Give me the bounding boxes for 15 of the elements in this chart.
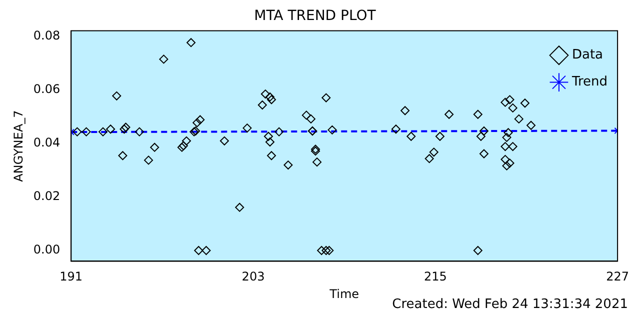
x-tick-label: 215 — [424, 270, 447, 284]
chart-title: MTA TREND PLOT — [254, 8, 376, 24]
y-tick-label: 0.08 — [33, 28, 60, 42]
x-tick-label: 203 — [242, 270, 265, 284]
y-tick-label: 0.00 — [33, 242, 60, 257]
x-tick-label: 191 — [60, 270, 83, 284]
y-axis-title: ANGYNEA_7 — [11, 110, 26, 182]
text: Created: Wed Feb 24 13:31:34 2021 — [392, 296, 628, 312]
x-tick-label: 227 — [606, 270, 629, 284]
x-axis-title: Time — [328, 286, 360, 301]
y-tick-label: 0.04 — [33, 135, 60, 150]
legend-label: Data — [572, 48, 604, 63]
y-tick-label: 0.02 — [33, 189, 60, 204]
y-tick-label: 0.06 — [33, 82, 60, 96]
legend-label: Trend — [570, 74, 608, 90]
